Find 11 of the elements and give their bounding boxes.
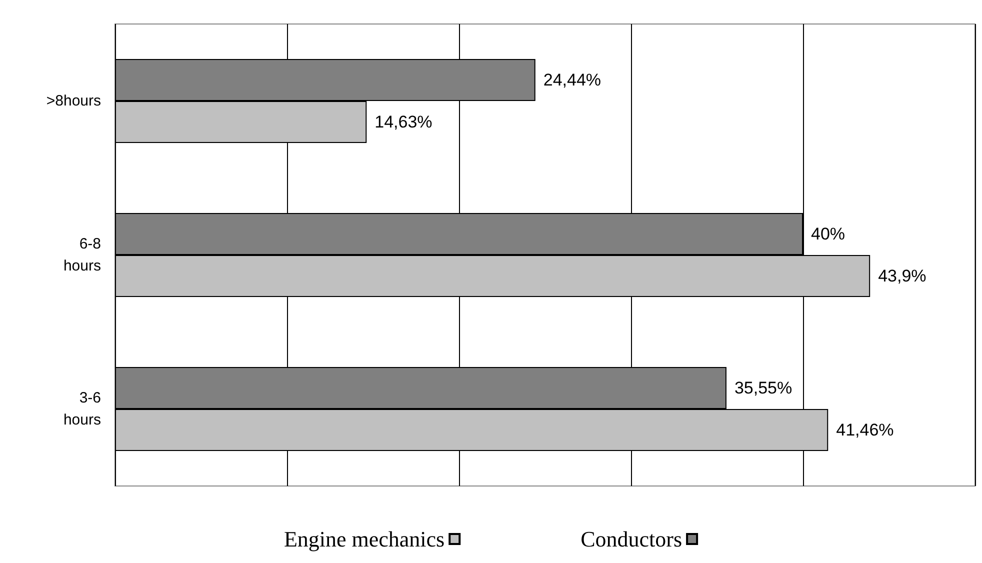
data-label: 43,9%	[878, 266, 926, 286]
y-tick-label: 6-8 hours	[63, 236, 101, 274]
data-label: 41,46%	[836, 420, 894, 440]
y-tick-label: >8hours	[46, 92, 101, 110]
data-label: 24,44%	[543, 70, 602, 90]
data-label: 40%	[811, 224, 846, 244]
data-label: 14,63%	[374, 112, 432, 132]
legend-label: Engine mechanics	[284, 526, 445, 552]
y-tick-label: 3-6 hours	[63, 390, 101, 428]
data-label: 35,55%	[734, 378, 792, 398]
legend-label: Conductors	[580, 526, 682, 552]
